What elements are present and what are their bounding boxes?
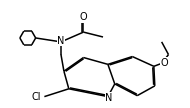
Text: N: N — [105, 93, 113, 103]
Text: Cl: Cl — [32, 92, 41, 102]
Text: N: N — [57, 36, 65, 46]
Text: O: O — [161, 58, 168, 68]
Text: O: O — [80, 12, 87, 22]
